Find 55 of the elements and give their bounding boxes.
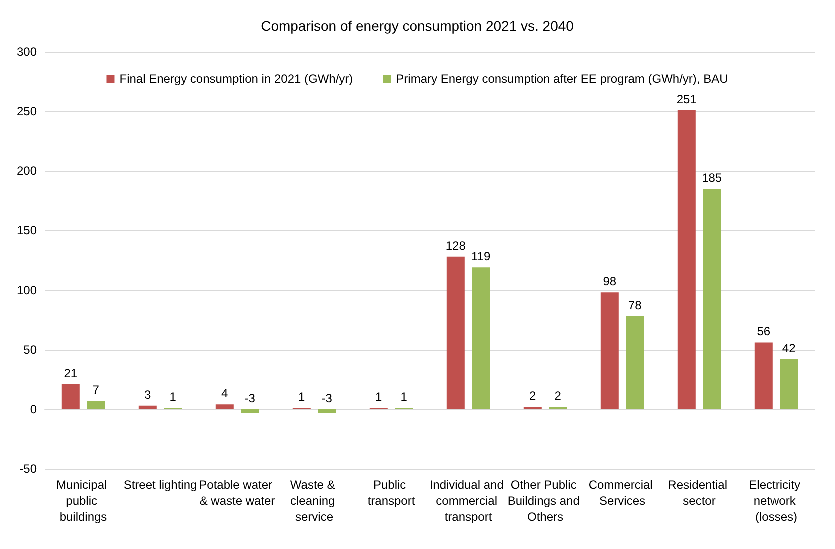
- data-label: 2: [530, 389, 537, 404]
- bar: [138, 406, 157, 410]
- y-tick-label: 200: [16, 164, 38, 178]
- bar: [472, 268, 490, 410]
- data-label: 2: [554, 389, 562, 404]
- data-label: 98: [603, 274, 617, 289]
- y-tick-label: 100: [16, 283, 38, 298]
- data-label: 4: [222, 386, 229, 401]
- x-tick-label: Commercial Services: [588, 478, 656, 508]
- bar: [780, 359, 798, 410]
- legend-label: Primary Energy consumption after EE program (GWh/yr), BAU: [396, 72, 728, 86]
- x-tick-label: Street lighting: [124, 478, 198, 492]
- data-label: 78: [628, 298, 642, 312]
- bar: [241, 409, 260, 414]
- chart-title: Comparison of energy consumption 2021 vs. 2040: [261, 18, 574, 34]
- data-label: 21: [64, 366, 78, 380]
- x-tick-label: Electricity network (losses): [749, 478, 804, 524]
- x-tick-label: Waste & cleaning service: [290, 478, 339, 524]
- x-tick-label: Municipal public buildings: [56, 478, 111, 524]
- bar: [626, 316, 644, 410]
- x-tick-label: Potable water & waste water: [199, 478, 276, 508]
- y-tick-label: 0: [30, 402, 38, 416]
- data-label: 7: [92, 383, 100, 398]
- data-label: 3: [144, 388, 152, 402]
- bar: [703, 189, 722, 410]
- data-label: 185: [702, 171, 722, 186]
- y-tick-label: 50: [24, 342, 38, 357]
- legend-label: Final Energy consumption in 2021 (GWh/yr): [120, 72, 354, 86]
- bar: [754, 342, 773, 410]
- bar: [600, 292, 619, 410]
- x-tick-label: Individual and commercial transport: [430, 478, 508, 524]
- data-label: 1: [400, 390, 408, 404]
- data-label: 128: [446, 238, 466, 253]
- data-label: 42: [782, 341, 796, 356]
- data-label: 1: [298, 390, 306, 404]
- bar: [318, 409, 336, 414]
- y-tick-label: 250: [16, 104, 38, 119]
- x-tick-label: Public transport: [368, 478, 416, 508]
- data-label: 1: [170, 390, 177, 404]
- bar: [62, 384, 80, 410]
- y-tick-label: 300: [16, 45, 38, 59]
- data-label: 56: [757, 324, 771, 339]
- y-tick-label: -50: [20, 462, 38, 476]
- data-label: -3: [244, 391, 256, 406]
- x-tick-label: Residential sector: [668, 478, 731, 508]
- data-label: 119: [472, 250, 491, 264]
- data-label: 251: [676, 92, 698, 106]
- bar: [87, 401, 106, 410]
- data-label: -3: [322, 391, 333, 406]
- data-label: 1: [376, 390, 383, 404]
- bar: [678, 110, 696, 410]
- y-tick-label: 150: [16, 224, 38, 238]
- bar: [216, 404, 234, 410]
- x-tick-label: Other Public Buildings and Others: [508, 478, 584, 524]
- bar: [446, 256, 465, 410]
